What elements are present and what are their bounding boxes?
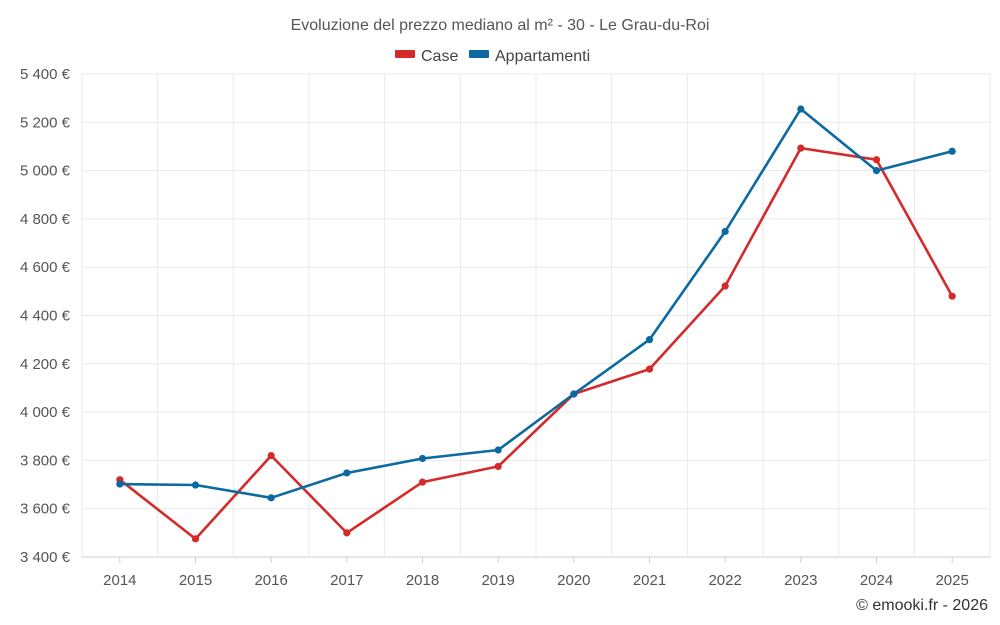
data-point[interactable] xyxy=(797,144,805,152)
x-tick-label: 2018 xyxy=(406,572,439,589)
x-tick-label: 2024 xyxy=(860,572,893,589)
y-tick-label: 4 200 € xyxy=(20,356,71,373)
x-tick-label: 2025 xyxy=(935,572,968,589)
y-tick-label: 3 800 € xyxy=(20,452,71,469)
data-point[interactable] xyxy=(267,494,275,502)
y-axis: 3 400 € 3 600 € 3 800 € 4 000 € 4 200 € 4 400… xyxy=(20,66,71,566)
series-line-case xyxy=(118,146,954,541)
x-tick-label: 2023 xyxy=(784,572,817,589)
data-point[interactable] xyxy=(343,529,351,537)
legend-label-appartamenti: Appartamenti xyxy=(495,48,590,65)
y-tick-label: 5 000 € xyxy=(20,163,71,180)
data-point[interactable] xyxy=(570,390,578,398)
data-point[interactable] xyxy=(494,446,502,454)
y-tick-label: 4 400 € xyxy=(20,308,71,325)
data-point[interactable] xyxy=(797,105,805,113)
data-point[interactable] xyxy=(721,282,729,290)
y-tick-label: 4 600 € xyxy=(20,259,71,276)
legend-item-appartamenti[interactable]: Appartamenti xyxy=(469,48,590,65)
data-point[interactable] xyxy=(948,147,956,155)
data-point[interactable] xyxy=(645,336,654,344)
x-tick-label: 2015 xyxy=(179,572,212,589)
x-tick-label: 2021 xyxy=(633,572,666,589)
legend: Case Appartamenti xyxy=(395,48,590,65)
data-point[interactable] xyxy=(721,227,729,236)
legend-swatch-case xyxy=(395,50,415,58)
data-point[interactable] xyxy=(343,469,351,477)
y-tick-label: 5 200 € xyxy=(20,114,71,131)
y-tick-label: 3 600 € xyxy=(20,501,71,518)
data-point[interactable] xyxy=(418,478,427,486)
grid xyxy=(81,73,991,558)
chart-title: Evoluzione del prezzo mediano al m² - 30… xyxy=(291,17,710,34)
series-layer xyxy=(116,105,956,543)
data-point[interactable] xyxy=(872,167,881,175)
data-point[interactable] xyxy=(645,365,654,373)
x-tick-label: 2020 xyxy=(557,572,590,589)
y-tick-label: 4 000 € xyxy=(20,404,71,421)
x-tick-label: 2022 xyxy=(708,572,741,589)
series-case xyxy=(116,144,956,543)
y-tick-label: 3 400 € xyxy=(20,549,71,566)
series-line-appartamenti xyxy=(118,107,954,500)
credit-text: © emooki.fr - 2026 xyxy=(856,597,988,614)
y-tick-label: 5 400 € xyxy=(20,66,71,83)
series-appartamenti xyxy=(116,105,956,502)
legend-swatch-appartamenti xyxy=(469,50,489,58)
legend-label-case: Case xyxy=(421,48,458,65)
x-tick-label: 2017 xyxy=(330,572,363,589)
x-axis: 2014 2015 2016 2017 2018 2019 2020 2021 2022 2023… xyxy=(103,557,969,589)
x-tick-label: 2014 xyxy=(103,572,136,589)
data-point[interactable] xyxy=(191,535,200,543)
legend-item-case[interactable]: Case xyxy=(395,48,458,65)
data-point[interactable] xyxy=(116,480,124,488)
data-point[interactable] xyxy=(872,156,881,164)
y-tick-label: 4 800 € xyxy=(20,211,71,228)
data-point[interactable] xyxy=(948,292,956,300)
data-point[interactable] xyxy=(267,451,275,460)
x-tick-label: 2019 xyxy=(481,572,514,589)
data-point[interactable] xyxy=(494,462,502,471)
data-point[interactable] xyxy=(191,481,200,489)
data-point[interactable] xyxy=(418,454,427,463)
x-tick-label: 2016 xyxy=(254,572,287,589)
